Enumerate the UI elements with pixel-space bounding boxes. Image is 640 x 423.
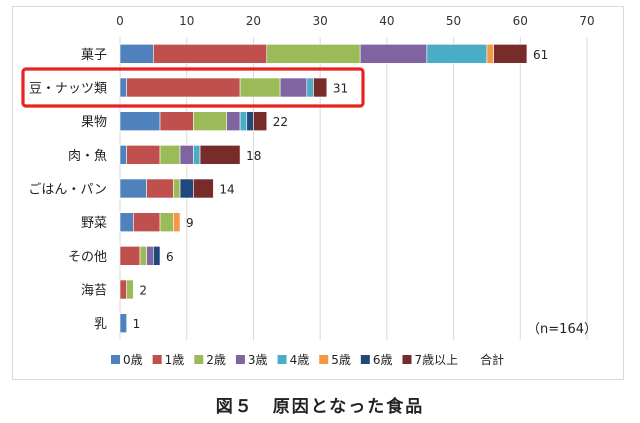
legend-swatch-3 bbox=[235, 355, 245, 364]
bar-segment-2-2 bbox=[193, 111, 228, 131]
category-label-6: その他 bbox=[68, 250, 107, 265]
x-tick-label-20: 20 bbox=[246, 14, 261, 28]
bar-segment-4-7 bbox=[193, 178, 214, 199]
figure-caption: 図５ 原因となった食品 bbox=[215, 397, 425, 417]
bar-segment-2-0 bbox=[119, 111, 161, 131]
category-label-0: 菓子 bbox=[81, 48, 107, 63]
bar-segment-6-2 bbox=[139, 246, 147, 266]
x-tick-label-50: 50 bbox=[446, 14, 461, 28]
bar-segment-1-7 bbox=[313, 77, 328, 98]
legend-label-0: 0歳 bbox=[123, 353, 143, 367]
category-label-8: 乳 bbox=[94, 317, 107, 332]
legend-swatch-4 bbox=[277, 355, 287, 364]
bar-segment-2-7 bbox=[253, 111, 268, 131]
bar-segment-1-3 bbox=[279, 77, 308, 98]
bar-segment-4-0 bbox=[119, 178, 147, 199]
x-tick-label-30: 30 bbox=[313, 14, 328, 28]
legend-label-4: 4歳 bbox=[290, 353, 310, 367]
bar-segment-1-0 bbox=[119, 77, 127, 98]
highlight-box bbox=[21, 67, 365, 108]
total-label-4: 14 bbox=[219, 183, 234, 197]
bar-segment-8-0 bbox=[119, 313, 127, 333]
bar-segment-4-1 bbox=[146, 178, 174, 199]
x-tick-label-70: 70 bbox=[579, 14, 594, 28]
bar-segment-3-4 bbox=[193, 145, 201, 165]
total-label-2: 22 bbox=[273, 115, 288, 129]
bar-segment-1-4 bbox=[306, 77, 314, 98]
x-tick-label-60: 60 bbox=[513, 14, 528, 28]
category-label-3: 肉・魚 bbox=[68, 149, 107, 164]
legend-swatch-1 bbox=[152, 355, 162, 364]
legend-label-5: 5歳 bbox=[331, 353, 351, 367]
category-label-5: 野菜 bbox=[81, 216, 107, 231]
bar-segment-6-6 bbox=[153, 246, 161, 266]
total-label-1: 31 bbox=[333, 82, 348, 96]
legend-label-2: 2歳 bbox=[206, 353, 226, 367]
legend-label-total: 合計 bbox=[480, 352, 504, 367]
bar-segment-3-1 bbox=[126, 145, 161, 165]
bar-segment-2-4 bbox=[239, 111, 248, 131]
bar-segment-5-5 bbox=[173, 212, 181, 232]
total-label-0: 61 bbox=[533, 48, 548, 62]
bar-segment-2-1 bbox=[159, 111, 194, 131]
bar-segment-1-1 bbox=[126, 77, 241, 98]
bar-segment-3-2 bbox=[159, 145, 181, 165]
bar-segment-0-7 bbox=[493, 44, 528, 64]
legend-label-3: 3歳 bbox=[248, 353, 268, 367]
legend-label-1: 1歳 bbox=[165, 353, 185, 367]
category-label-7: 海苔 bbox=[81, 284, 107, 299]
bar-segment-4-2 bbox=[173, 178, 181, 199]
bar-segment-2-3 bbox=[226, 111, 241, 131]
bar-segment-5-0 bbox=[119, 212, 134, 232]
bar-segment-3-3 bbox=[179, 145, 194, 165]
bar-segment-5-1 bbox=[133, 212, 161, 232]
total-label-8: 1 bbox=[133, 317, 141, 331]
legend-swatch-7 bbox=[402, 355, 412, 364]
legend-label-6: 6歳 bbox=[373, 353, 393, 367]
bar-segment-5-2 bbox=[159, 212, 174, 232]
bar-segment-2-6 bbox=[246, 111, 254, 131]
category-label-1: 豆・ナッツ類 bbox=[29, 82, 107, 97]
legend-swatch-5 bbox=[319, 355, 329, 364]
bar-segment-3-7 bbox=[199, 145, 241, 165]
bar-segment-0-4 bbox=[426, 44, 488, 64]
x-tick-label-0: 0 bbox=[116, 14, 124, 28]
sample-size-annotation: （n=164） bbox=[527, 322, 597, 337]
total-label-6: 6 bbox=[166, 250, 174, 264]
total-label-5: 9 bbox=[186, 216, 194, 230]
bar-segment-6-3 bbox=[146, 246, 154, 266]
bar-segment-0-1 bbox=[153, 44, 268, 64]
total-label-7: 2 bbox=[139, 284, 147, 298]
total-label-3: 18 bbox=[246, 149, 261, 163]
x-tick-label-40: 40 bbox=[379, 14, 394, 28]
x-tick-label-10: 10 bbox=[179, 14, 194, 28]
bar-segment-0-0 bbox=[119, 44, 154, 64]
bar-segment-0-2 bbox=[266, 44, 361, 64]
bar-segment-0-5 bbox=[486, 44, 494, 64]
bar-segment-6-1 bbox=[119, 246, 141, 266]
legend-swatch-6 bbox=[360, 355, 370, 364]
legend-swatch-2 bbox=[194, 355, 204, 364]
bar-segment-0-3 bbox=[359, 44, 428, 64]
bar-segment-1-2 bbox=[239, 77, 281, 98]
category-label-2: 果物 bbox=[81, 115, 107, 130]
bar-segment-4-6 bbox=[179, 178, 194, 199]
chart-frame: 0 10 20 30 40 50 60 70 菓子 61 豆・ナッツ類 31 果物 22 肉・魚 18 ごはん・… bbox=[12, 6, 624, 380]
legend-label-7: 7歳以上 bbox=[414, 353, 458, 367]
category-label-4: ごはん・パン bbox=[28, 182, 107, 198]
bar-segment-7-1 bbox=[119, 279, 127, 300]
bar-segment-7-2 bbox=[126, 279, 134, 300]
bar-segment-3-0 bbox=[119, 145, 127, 165]
legend-swatch-0 bbox=[111, 355, 120, 364]
